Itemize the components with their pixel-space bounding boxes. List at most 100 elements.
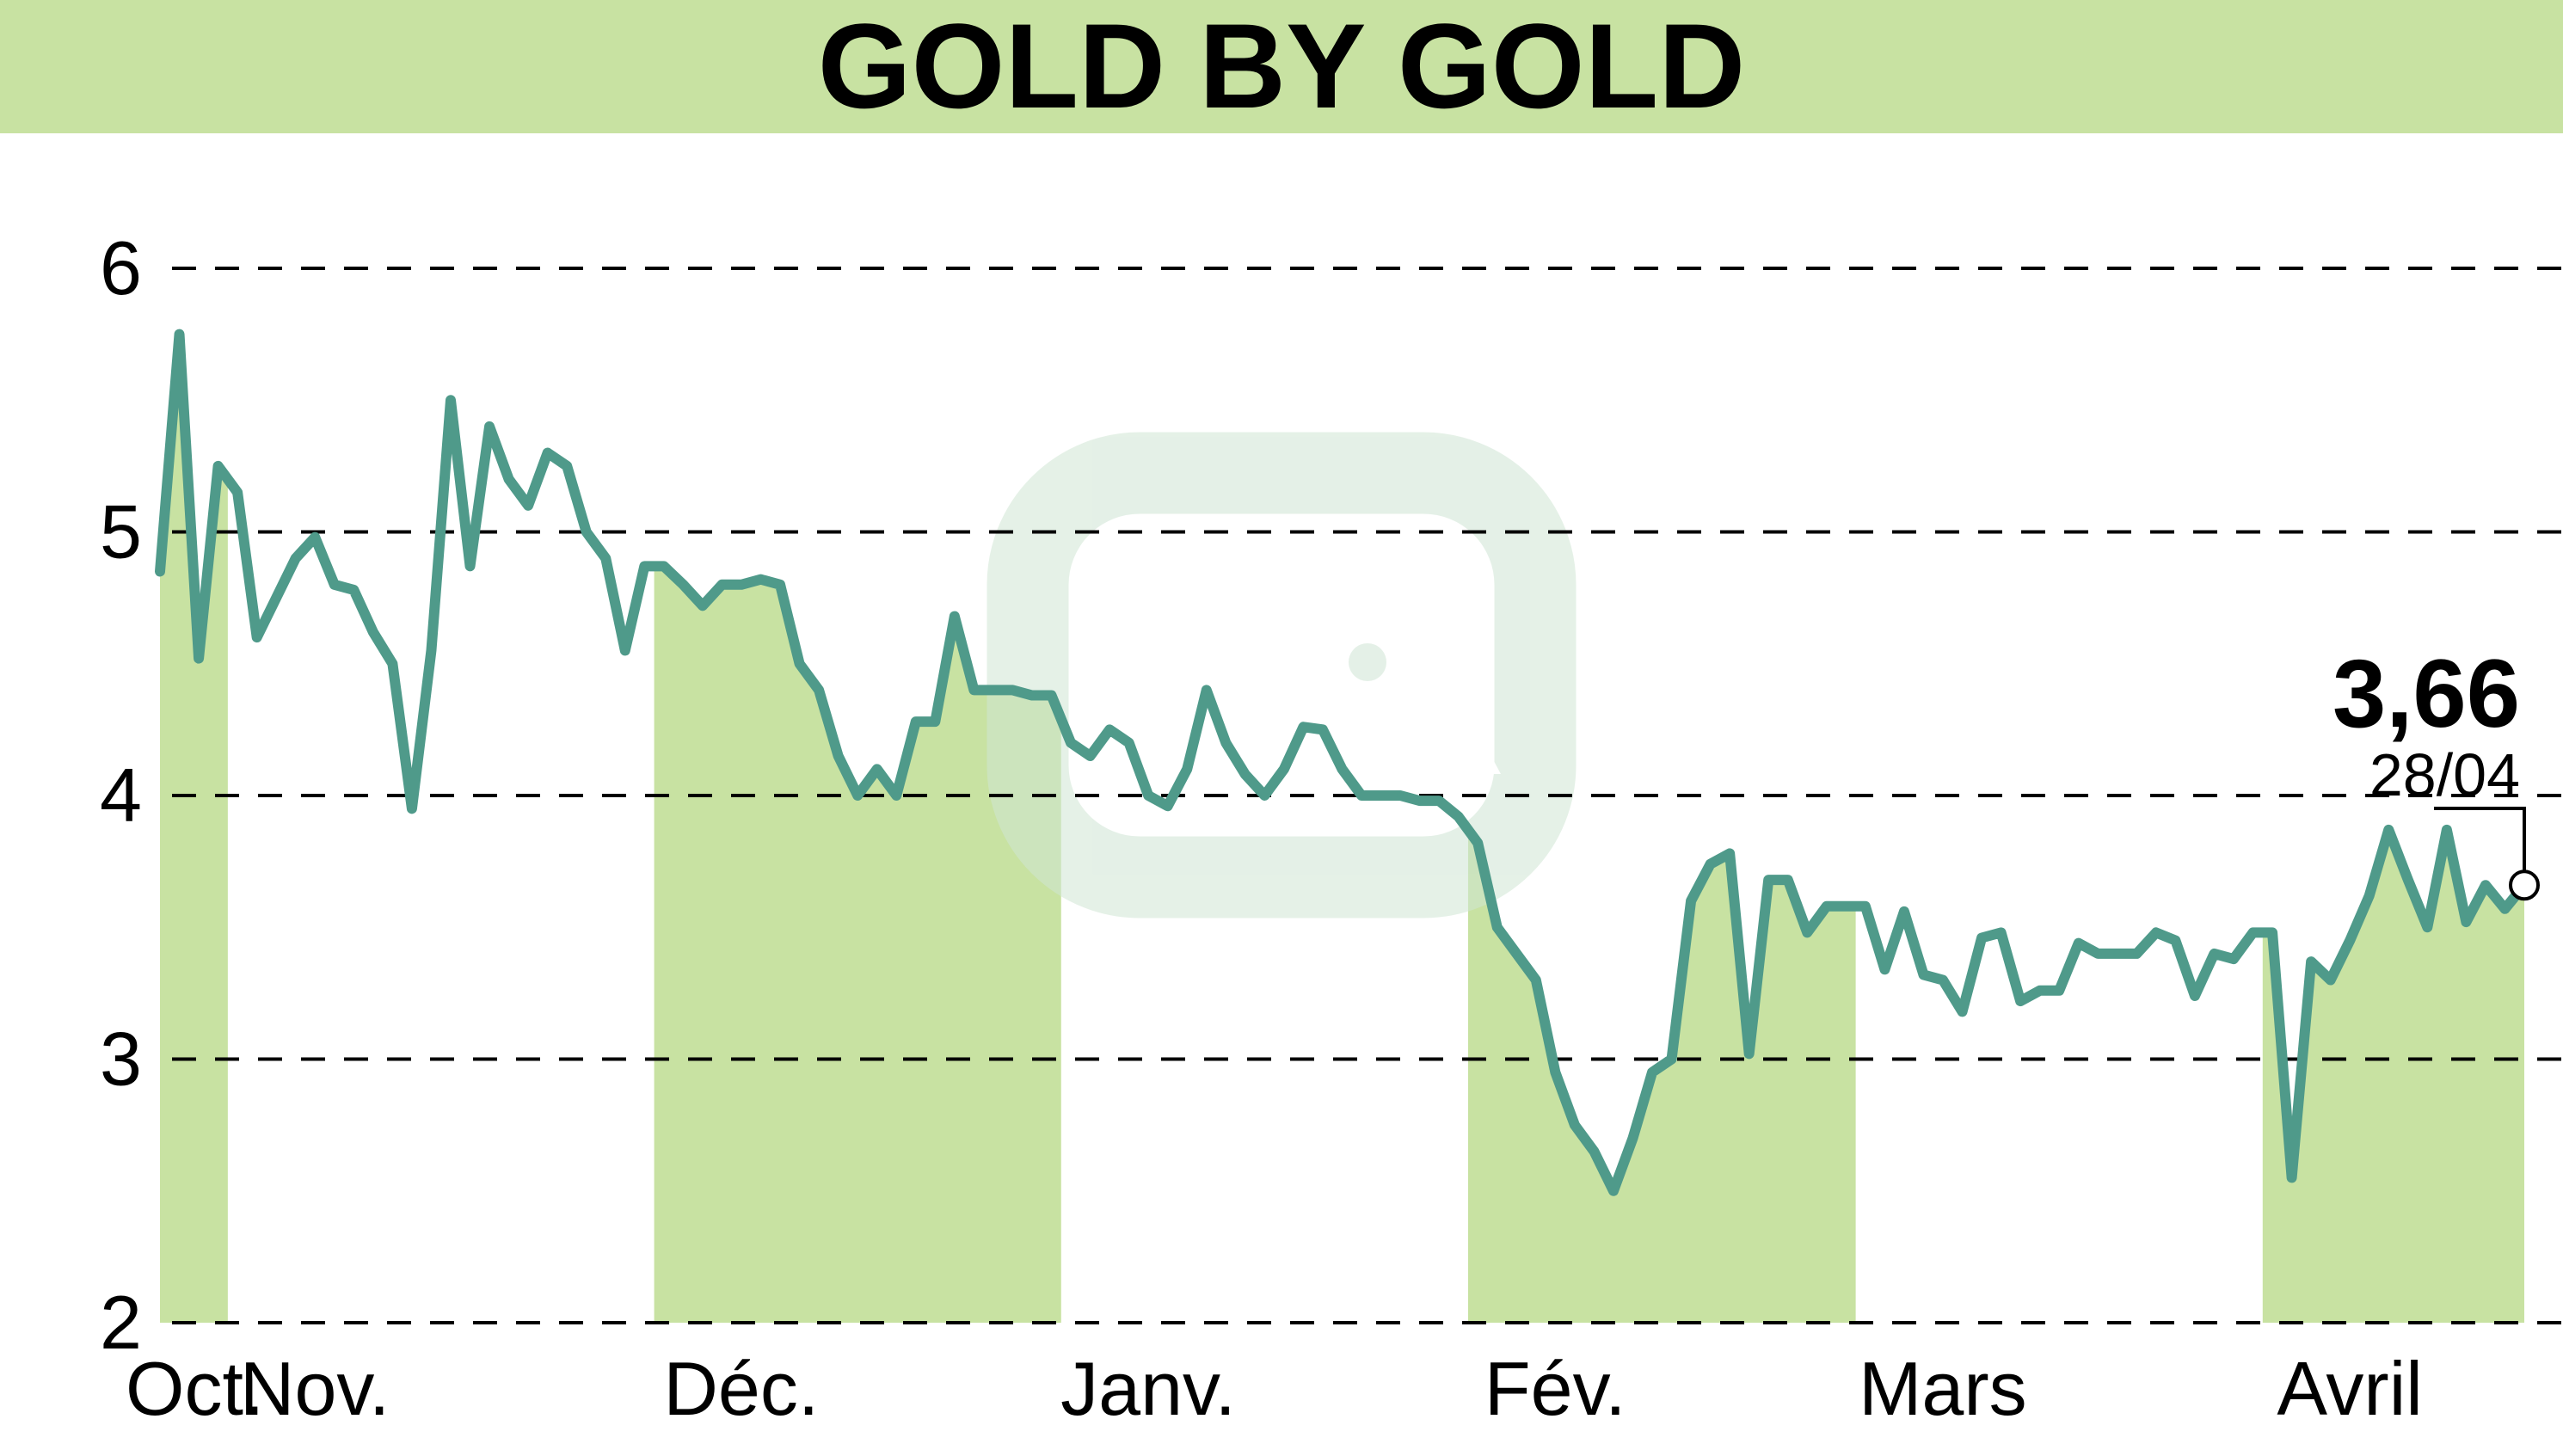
price-point: [2365, 892, 2373, 900]
price-point: [1570, 1121, 1578, 1129]
price-point: [1435, 797, 1443, 805]
price-point: [1513, 949, 1521, 957]
y-tick-label: 3: [100, 1017, 142, 1102]
price-point: [1629, 1134, 1637, 1142]
price-point: [1028, 691, 1036, 699]
price-point: [446, 396, 454, 404]
price-point: [1300, 723, 1307, 731]
price-point: [1668, 1055, 1675, 1063]
watermark-frame: [986, 432, 1577, 918]
price-point: [1493, 924, 1501, 931]
price-point: [1280, 765, 1288, 773]
price-point: [214, 462, 222, 470]
price-point: [544, 449, 551, 457]
price-point: [796, 660, 803, 667]
gridlines: [172, 267, 2563, 1324]
price-point: [2036, 986, 2044, 994]
price-point: [1958, 1008, 1966, 1016]
price-point: [1377, 792, 1385, 799]
price-point: [1164, 802, 1171, 810]
y-tick-label: 5: [100, 489, 142, 574]
price-point: [698, 602, 706, 610]
price-point: [1202, 686, 1210, 694]
y-tick-label: 6: [100, 225, 142, 310]
price-point: [466, 562, 474, 570]
price-point: [1106, 726, 1114, 734]
watermark-fold: [1109, 525, 1501, 774]
price-point: [2191, 992, 2198, 999]
month-band: [160, 334, 228, 1323]
price-point: [912, 718, 919, 726]
price-point: [253, 634, 261, 642]
price-point: [1474, 839, 1482, 847]
price-point: [1609, 1187, 1617, 1195]
price-point: [1900, 907, 1908, 915]
price-point: [989, 686, 997, 694]
price-point: [970, 686, 978, 694]
price-point: [582, 528, 590, 536]
price-point: [660, 562, 667, 570]
price-point: [486, 422, 494, 430]
price-point: [757, 575, 765, 583]
price-point: [1067, 739, 1075, 746]
price-point: [641, 562, 648, 570]
annotation-leader-line: [2434, 807, 2526, 872]
last-date-label: 28/04: [2369, 741, 2520, 808]
price-point: [408, 805, 415, 813]
price-point: [2172, 937, 2179, 944]
y-tick-label: 4: [100, 753, 142, 838]
price-point: [1726, 850, 1734, 857]
price-point: [2481, 882, 2489, 889]
price-point: [2017, 998, 2025, 1005]
price-point: [2152, 929, 2160, 937]
price-point: [1590, 1147, 1598, 1155]
price-point: [2230, 955, 2238, 963]
price-point: [2404, 876, 2412, 884]
last-value-marker: [2509, 869, 2540, 901]
price-point: [1222, 739, 1230, 746]
price-point: [2385, 826, 2393, 833]
price-point: [2094, 949, 2102, 957]
title-banner: [0, 0, 2563, 133]
price-point: [777, 581, 784, 588]
price-point: [1086, 753, 1094, 760]
price-point: [2288, 1174, 2296, 1182]
price-point: [718, 581, 726, 588]
price-point: [1338, 765, 1346, 773]
price-point: [1358, 792, 1366, 799]
price-point: [1784, 876, 1792, 884]
price-point: [389, 660, 396, 667]
price-point: [1822, 902, 1830, 910]
price-point: [1532, 976, 1540, 984]
price-point: [1552, 1068, 1559, 1076]
price-point: [2269, 929, 2277, 937]
price-point: [679, 581, 687, 588]
price-point: [175, 330, 183, 338]
price-points: [157, 330, 2528, 1195]
price-point: [1125, 739, 1133, 746]
price-point: [157, 568, 163, 575]
price-point: [1048, 691, 1055, 699]
price-point: [1009, 686, 1017, 694]
price-point: [2326, 976, 2334, 984]
price-point: [1183, 765, 1191, 773]
price-point: [1861, 902, 1869, 910]
chart-title: GOLD BY GOLD: [818, 0, 1746, 133]
price-point: [1145, 792, 1152, 799]
price-point: [950, 612, 958, 620]
month-label: Fév.: [1484, 1346, 1626, 1431]
month-label: Janv.: [1060, 1346, 1236, 1431]
price-point: [1978, 934, 1986, 942]
price-point: [369, 628, 377, 636]
price-point: [1416, 797, 1423, 805]
price-point: [1842, 902, 1850, 910]
price-point: [1649, 1068, 1656, 1076]
price-point: [834, 753, 842, 760]
price-point: [854, 792, 862, 799]
price-point: [195, 654, 203, 662]
price-point: [1706, 860, 1714, 868]
price-point: [2462, 918, 2470, 926]
price-point: [2424, 924, 2431, 931]
price-point: [1939, 976, 1947, 984]
price-point: [2249, 929, 2257, 937]
